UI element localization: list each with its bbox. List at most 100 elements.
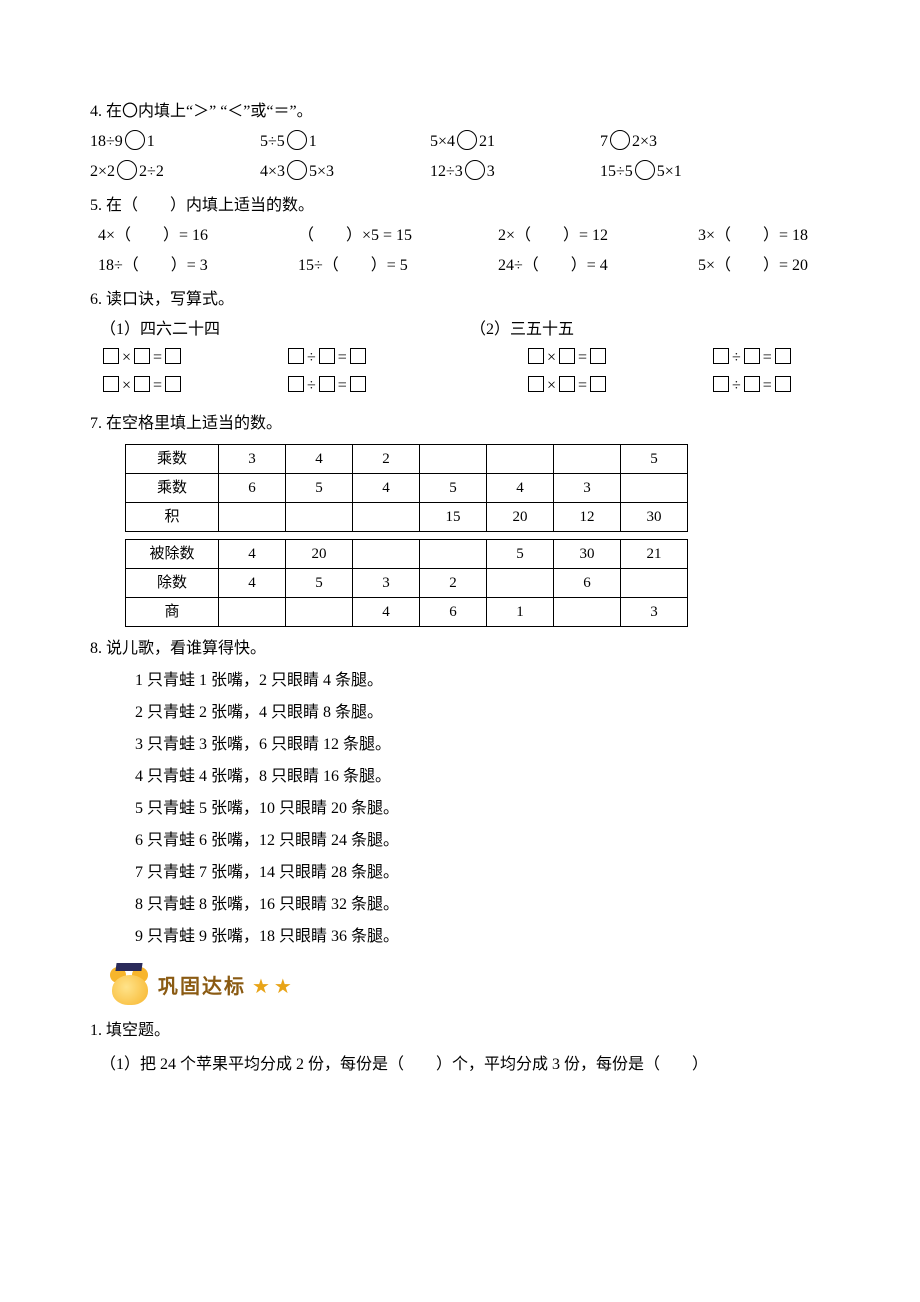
circle-blank [457,130,477,150]
circle-blank [117,160,137,180]
rhyme-line: 6 只青蛙 6 张嘴，12 只眼睛 24 条腿。 [135,829,830,853]
table-cell [487,569,554,598]
table-cell [286,503,353,532]
circle-blank [287,160,307,180]
table-cell: 3 [554,474,621,503]
q4-r2-g: 15÷5 [600,163,633,180]
q6-title: 6. 读口诀，写算式。 [90,288,830,312]
table-cell: 6 [219,474,286,503]
q4-r1-e: 5×4 [430,133,455,150]
q4-r1-b: 1 [147,133,155,150]
q5-r1-a: 4×（ ）= 16 [98,224,298,248]
q6-left-label: （1）四六二十四 [100,318,470,342]
q5-r2-a: 18÷（ ）= 3 [98,254,298,278]
row-header: 商 [126,598,219,627]
table-cell [554,598,621,627]
table-cell: 6 [554,569,621,598]
q4-title: 4. 在〇内填上“＞” “＜”或“＝”。 [90,100,830,124]
table-cell: 5 [420,474,487,503]
q6-right-eq2: ×= ÷= [525,374,895,398]
q4-r1-d: 1 [309,133,317,150]
q4-r2-c: 4×3 [260,163,285,180]
q6-right-eq1: ×= ÷= [525,346,895,370]
mascot-icon [108,965,156,1009]
q4-r1-c: 5÷5 [260,133,285,150]
q7-title: 7. 在空格里填上适当的数。 [90,412,830,436]
table-cell: 5 [286,569,353,598]
table-cell: 3 [621,598,688,627]
table-cell: 3 [353,569,420,598]
table-cell [621,474,688,503]
table-cell: 12 [554,503,621,532]
q4-row2: 2×2 2÷2 4×3 5×3 12÷3 3 15÷5 5×1 [90,160,830,184]
table-cell [219,598,286,627]
row-header: 除数 [126,569,219,598]
table-cell: 30 [554,540,621,569]
sec2-q1-1: （1）把 24 个苹果平均分成 2 份，每份是（ ）个，平均分成 3 份，每份是… [100,1053,830,1077]
table-cell: 4 [487,474,554,503]
q4-row1: 18÷91 5÷51 5×421 72×3 [90,130,830,154]
table-cell: 4 [219,569,286,598]
table-cell: 4 [353,474,420,503]
q5-r1-c: 2×（ ）= 12 [498,224,698,248]
table-cell: 5 [286,474,353,503]
q4-r1-a: 18÷9 [90,133,123,150]
table-cell: 5 [487,540,554,569]
q5-r1-b: （ ）×5 = 15 [298,224,498,248]
table-cell: 2 [420,569,487,598]
section-badge: 巩固达标 ★★ [108,965,830,1009]
table-cell: 20 [487,503,554,532]
circle-blank [287,130,307,150]
q4-r2-h: 5×1 [657,163,682,180]
q5-r2-b: 15÷（ ）= 5 [298,254,498,278]
sec2-q1: 1. 填空题。 [90,1019,830,1043]
rhyme-line: 1 只青蛙 1 张嘴，2 只眼睛 4 条腿。 [135,669,830,693]
table-cell [420,540,487,569]
table-cell: 5 [621,445,688,474]
table-cell: 2 [353,445,420,474]
table-cell: 30 [621,503,688,532]
circle-blank [125,130,145,150]
rhyme-line: 7 只青蛙 7 张嘴，14 只眼睛 28 条腿。 [135,861,830,885]
table-cell: 4 [353,598,420,627]
q5-title: 5. 在（ ）内填上适当的数。 [90,194,830,218]
rhyme-line: 2 只青蛙 2 张嘴，4 只眼睛 8 条腿。 [135,701,830,725]
table-cell [286,598,353,627]
q5-r1-d: 3×（ ）= 18 [698,224,808,248]
q8-lines: 1 只青蛙 1 张嘴，2 只眼睛 4 条腿。 2 只青蛙 2 张嘴，4 只眼睛 8… [135,669,830,949]
row-header: 被除数 [126,540,219,569]
badge-stars: ★★ [252,972,296,1002]
q4-r2-e: 12÷3 [430,163,463,180]
table-cell: 4 [219,540,286,569]
table-cell: 1 [487,598,554,627]
table-cell [353,540,420,569]
q8-title: 8. 说儿歌，看谁算得快。 [90,637,830,661]
q5-row1: 4×（ ）= 16 （ ）×5 = 15 2×（ ）= 12 3×（ ）= 18 [98,224,830,248]
q4-r2-b: 2÷2 [139,163,164,180]
table-cell: 6 [420,598,487,627]
row-header: 积 [126,503,219,532]
table-cell: 4 [286,445,353,474]
table-cell [487,445,554,474]
q4-r1-f: 21 [479,133,495,150]
table-cell [420,445,487,474]
q4-r2-f: 3 [487,163,495,180]
table-cell [353,503,420,532]
circle-blank [610,130,630,150]
table-cell: 15 [420,503,487,532]
q4-r1-g: 7 [600,133,608,150]
rhyme-line: 9 只青蛙 9 张嘴，18 只眼睛 36 条腿。 [135,925,830,949]
q6-left-eq1: ×= ÷= [100,346,470,370]
q4-r2-a: 2×2 [90,163,115,180]
circle-blank [465,160,485,180]
q6-right-label: （2）三五十五 [470,318,895,342]
q7-table-top: 乘数3425乘数654543积15201230 [125,444,688,532]
rhyme-line: 3 只青蛙 3 张嘴，6 只眼睛 12 条腿。 [135,733,830,757]
table-cell [554,445,621,474]
row-header: 乘数 [126,474,219,503]
rhyme-line: 4 只青蛙 4 张嘴，8 只眼睛 16 条腿。 [135,765,830,789]
table-cell: 20 [286,540,353,569]
q4-r2-d: 5×3 [309,163,334,180]
row-header: 乘数 [126,445,219,474]
q7-table-bottom: 被除数42053021除数45326商4613 [125,539,688,627]
